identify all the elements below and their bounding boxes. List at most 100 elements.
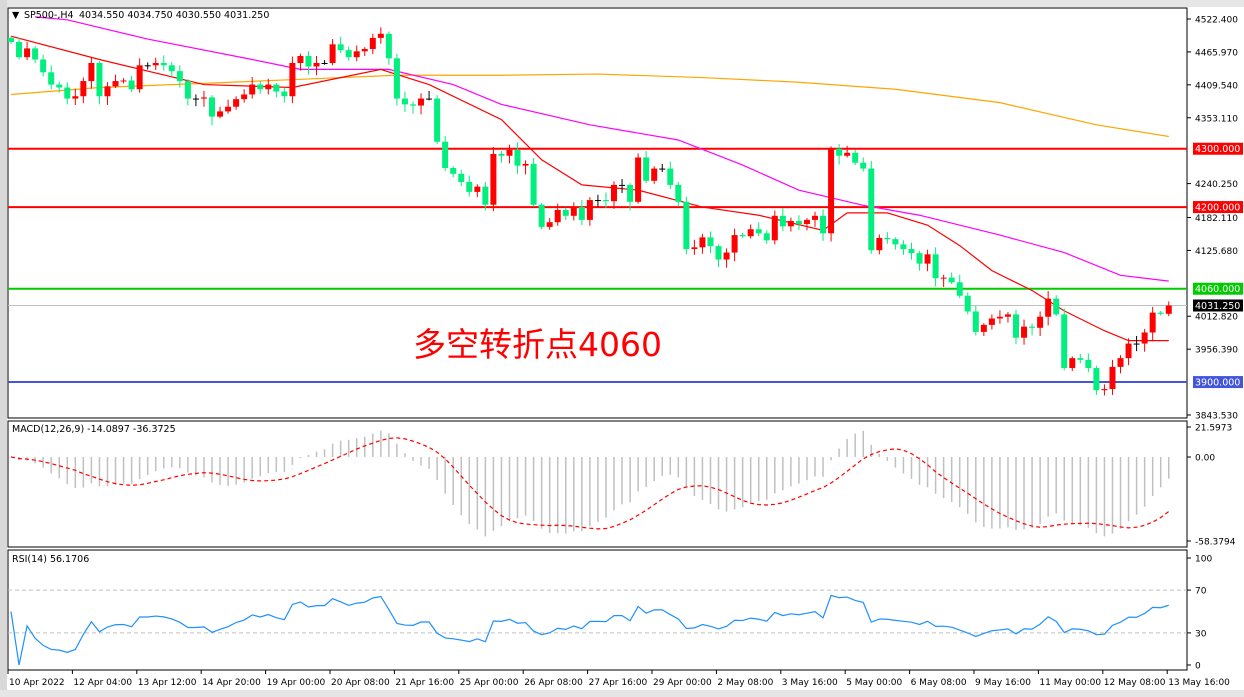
bullish-candle xyxy=(233,99,240,107)
bullish-candle xyxy=(377,33,384,38)
bearish-candle xyxy=(450,167,457,174)
bearish-candle xyxy=(562,209,569,216)
bearish-candle xyxy=(892,239,899,245)
chart-menu-arrow-icon[interactable]: ▼ xyxy=(12,10,20,21)
bearish-candle xyxy=(1013,314,1019,338)
bearish-candle xyxy=(281,91,288,97)
bullish-candle xyxy=(699,237,706,248)
rsi-line xyxy=(10,594,1169,666)
bullish-candle xyxy=(88,62,95,82)
bullish-candle xyxy=(522,163,529,166)
bearish-candle xyxy=(128,80,135,90)
bearish-candle xyxy=(1085,359,1092,369)
main-panel xyxy=(7,7,1188,419)
bearish-candle xyxy=(337,44,344,51)
fast-moving-average xyxy=(10,35,1169,342)
bullish-candle xyxy=(120,80,127,82)
level-price-label: 4300.000 xyxy=(1195,144,1240,155)
bearish-candle xyxy=(410,104,416,106)
bearish-candle xyxy=(619,184,626,186)
bullish-candle xyxy=(554,209,561,223)
level-price-label: 3900.000 xyxy=(1195,378,1240,389)
bullish-candle xyxy=(241,94,248,100)
bullish-candle xyxy=(72,96,79,99)
bearish-candle xyxy=(514,149,521,166)
bullish-candle xyxy=(265,84,272,90)
bullish-candle xyxy=(80,81,87,97)
bearish-candle xyxy=(707,237,714,247)
mid-moving-average xyxy=(35,16,1169,282)
bearish-candle xyxy=(578,207,585,220)
bearish-candle xyxy=(482,186,489,205)
bearish-candle xyxy=(160,62,167,66)
bearish-candle xyxy=(48,72,55,85)
price-tick-label: 4353.110 xyxy=(1195,114,1238,124)
price-tick-label: 3956.390 xyxy=(1195,346,1238,356)
bullish-candle xyxy=(418,98,425,106)
bullish-candle xyxy=(844,152,851,156)
bullish-candle xyxy=(1125,343,1132,359)
bullish-candle xyxy=(803,219,810,224)
bearish-candle xyxy=(868,168,875,251)
bearish-candle xyxy=(1093,368,1100,391)
time-tick-label: 29 Apr 00:00 xyxy=(653,678,712,688)
price-tick-label: 4522.400 xyxy=(1195,16,1238,26)
bearish-candle xyxy=(1157,312,1164,314)
window-left-border xyxy=(0,0,7,697)
bearish-candle xyxy=(345,50,352,58)
bearish-candle xyxy=(739,235,746,237)
bearish-candle xyxy=(16,41,23,58)
bullish-candle xyxy=(506,149,513,156)
bullish-candle xyxy=(136,65,143,90)
macd-signal-line xyxy=(10,437,1170,530)
bullish-candle xyxy=(747,229,754,237)
bullish-candle xyxy=(812,215,818,220)
level-price-label: 4200.000 xyxy=(1195,203,1240,214)
bullish-candle xyxy=(152,62,159,66)
bullish-candle xyxy=(313,62,320,67)
time-tick-label: 13 May 16:00 xyxy=(1168,678,1230,688)
level-price-box xyxy=(1193,282,1243,295)
time-tick-label: 25 Apr 00:00 xyxy=(460,678,519,688)
bullish-candle xyxy=(1045,298,1052,317)
rsi-tick-label: 0 xyxy=(1195,662,1201,672)
bearish-candle xyxy=(1061,314,1068,369)
bullish-candle xyxy=(104,86,111,97)
bullish-candle xyxy=(723,252,730,260)
current-price-label: 4031.250 xyxy=(1195,301,1240,312)
time-tick-label: 11 May 00:00 xyxy=(1039,678,1101,688)
time-tick-label: 12 Apr 04:00 xyxy=(73,678,132,688)
bullish-candle xyxy=(1004,314,1011,317)
bullish-candle xyxy=(635,157,642,202)
bullish-candle xyxy=(1165,305,1172,314)
rsi-tick-label: 70 xyxy=(1195,587,1207,597)
bullish-candle xyxy=(1149,312,1156,333)
bearish-candle xyxy=(64,87,71,99)
price-tick-label: 4012.820 xyxy=(1195,313,1238,323)
bullish-candle xyxy=(490,153,497,205)
bearish-candle xyxy=(972,311,979,332)
bearish-candle xyxy=(426,98,433,100)
bullish-candle xyxy=(1069,358,1076,369)
bullish-candle xyxy=(1037,316,1044,328)
bearish-candle xyxy=(305,55,312,67)
bearish-candle xyxy=(1133,343,1140,345)
bearish-candle xyxy=(184,81,191,99)
bullish-candle xyxy=(361,48,368,52)
bearish-candle xyxy=(434,98,441,142)
bullish-candle xyxy=(353,51,360,58)
bearish-candle xyxy=(675,184,682,202)
price-tick-label: 4182.110 xyxy=(1195,214,1238,224)
time-tick-label: 9 May 16:00 xyxy=(975,678,1031,688)
price-tick-label: 4240.250 xyxy=(1195,180,1238,190)
bearish-candle xyxy=(667,168,674,185)
bearish-candle xyxy=(932,254,939,279)
bearish-candle xyxy=(908,249,915,254)
macd-tick-label: 21.5973 xyxy=(1195,424,1232,434)
bearish-candle xyxy=(498,153,505,156)
bullish-candle xyxy=(200,97,207,99)
bullish-candle xyxy=(217,111,224,117)
bearish-candle xyxy=(763,233,770,241)
bullish-candle xyxy=(1109,366,1116,390)
price-tick-label: 4125.680 xyxy=(1195,247,1238,257)
